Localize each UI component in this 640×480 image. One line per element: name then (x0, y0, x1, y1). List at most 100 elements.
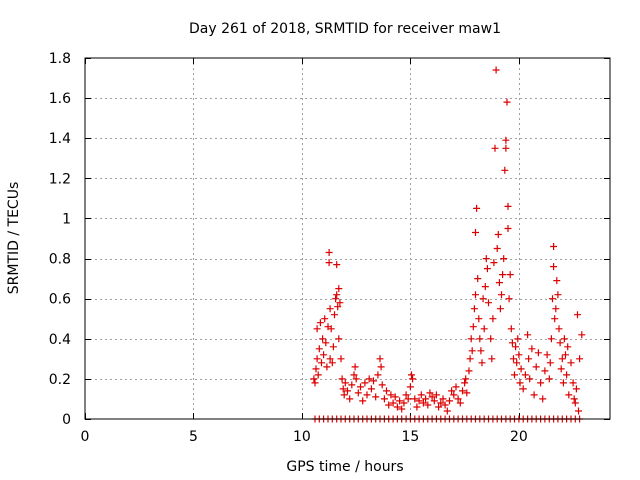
data-point (359, 397, 367, 405)
data-point (550, 243, 558, 250)
data-point (357, 383, 364, 391)
data-point (559, 379, 567, 387)
data-point (383, 387, 390, 395)
data-point (315, 345, 323, 353)
data-point (439, 395, 447, 403)
data-point (558, 355, 566, 363)
data-point (331, 311, 338, 319)
data-point (328, 359, 336, 367)
data-point (475, 315, 483, 323)
data-point (524, 331, 532, 339)
data-point (502, 136, 510, 144)
data-point (479, 295, 487, 303)
y-axis: 0 0.2 0.4 0.6 0.8 1 1.2 1.4 1.6 1.8 (49, 51, 610, 428)
data-point (337, 355, 345, 363)
data-point (512, 343, 520, 351)
data-point (417, 391, 425, 399)
data-point (576, 355, 584, 363)
data-point (525, 355, 533, 363)
data-point (478, 359, 486, 367)
data-point (325, 249, 333, 256)
data-point (404, 395, 412, 403)
data-point (481, 283, 489, 291)
data-point (488, 355, 496, 363)
data-point (506, 271, 514, 279)
data-point (346, 395, 354, 403)
data-point (443, 407, 451, 415)
data-point (432, 391, 440, 399)
data-point (465, 367, 473, 375)
data-point (503, 98, 511, 106)
data-point (571, 399, 579, 407)
data-point (530, 391, 538, 399)
data-point (543, 351, 551, 359)
data-point (461, 379, 469, 387)
data-point (516, 379, 524, 387)
y-tick-label: 1.8 (49, 51, 71, 67)
data-point (380, 395, 388, 403)
x-axis-label: GPS time / hours (286, 459, 403, 475)
data-point (507, 325, 515, 333)
data-point (563, 371, 571, 379)
data-point (499, 271, 507, 279)
data-point (472, 229, 479, 236)
data-point (517, 365, 525, 373)
data-point (367, 385, 375, 393)
data-point (332, 295, 340, 303)
y-tick-label: 0.6 (49, 292, 71, 308)
data-point (496, 305, 504, 313)
data-point (469, 323, 477, 331)
chart-title: Day 261 of 2018, SRMTID for receiver maw… (189, 21, 501, 37)
data-point (541, 367, 549, 375)
data-point (476, 335, 484, 343)
data-point (504, 225, 512, 232)
data-point (554, 291, 562, 299)
data-point (500, 255, 508, 263)
data-point (572, 385, 580, 393)
data-point (514, 335, 522, 343)
data-point (454, 395, 462, 403)
data-point (511, 371, 518, 379)
grid-lines (85, 58, 610, 419)
data-point (557, 365, 565, 373)
data-point (552, 305, 560, 313)
data-point (468, 347, 476, 355)
data-point (490, 259, 498, 267)
data-point (489, 315, 497, 323)
data-point (534, 349, 542, 357)
data-point (549, 295, 556, 303)
data-point (319, 335, 327, 343)
data-point (320, 351, 328, 359)
data-point (322, 339, 330, 347)
x-tick-label: 15 (401, 429, 419, 445)
data-point (562, 351, 569, 359)
data-point (377, 363, 385, 371)
data-point (378, 381, 386, 389)
data-point (348, 381, 356, 389)
data-point (318, 359, 325, 367)
data-point (570, 395, 578, 403)
data-point (504, 202, 512, 210)
data-point (351, 363, 359, 371)
y-tick-label: 1.2 (49, 171, 71, 187)
data-point (532, 363, 540, 371)
data-point (311, 379, 319, 387)
data-point (409, 375, 417, 383)
plot-frame (84, 57, 611, 420)
y-tick-label: 1.4 (49, 131, 71, 147)
data-point (398, 405, 406, 413)
data-point (385, 401, 393, 409)
data-point (467, 335, 475, 343)
data-point (340, 391, 348, 399)
data-point (459, 387, 466, 395)
data-point (564, 343, 572, 351)
data-point (313, 325, 321, 333)
data-point (493, 245, 501, 252)
data-point (560, 335, 568, 343)
data-point (470, 305, 478, 313)
data-point (335, 285, 343, 293)
data-point (370, 377, 377, 385)
data-point (419, 399, 427, 407)
data-point (547, 335, 555, 343)
